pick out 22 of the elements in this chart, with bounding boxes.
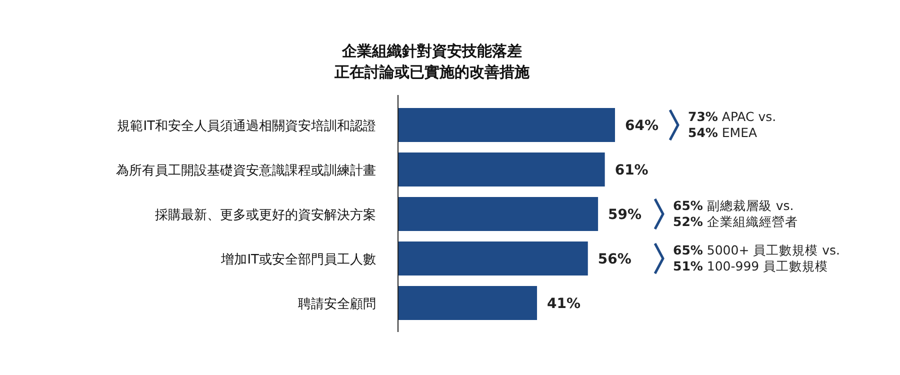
bar [398,286,538,320]
text: 51% 100-999 員工數規模 [673,258,828,274]
text: 54% EMEA [688,125,758,140]
chart-title: 企業組織針對資安技能落差正在討論或已實施的改善措施 [334,42,530,81]
bar [398,108,615,142]
text: 65% 5000+ 員工數規模 vs. [673,242,840,258]
data-label: 56% [598,252,632,268]
y-tick-label: 增加IT或安全部門員工人數 [220,252,376,268]
data-label: 59% [608,207,642,223]
bar [398,197,598,231]
data-label: 61% [614,162,648,178]
y-tick-label: 為所有員工開設基礎資安意識課程或訓練計畫 [116,162,376,178]
data-label: 64% [625,118,659,134]
y-tick-label: 聘請安全顧問 [298,296,376,312]
y-tick-label: 採購最新、更多或更好的資安解決方案 [155,207,376,223]
text: 73% APAC vs. [688,109,776,124]
bar [398,152,605,186]
y-tick-label: 規範IT和安全人員須通過相關資安培訓和認證 [117,118,376,134]
data-label: 41% [547,296,581,312]
bar [398,242,588,276]
text: 65% 副總裁層級 vs. [673,198,794,213]
text: 52% 企業組織經營者 [673,214,798,229]
